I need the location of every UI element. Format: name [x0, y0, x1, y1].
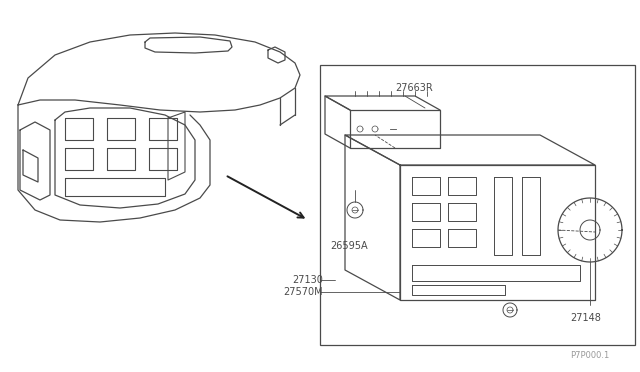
Text: P7P000.1: P7P000.1 — [570, 350, 609, 359]
Text: 26595A: 26595A — [330, 241, 367, 251]
Text: 27663R: 27663R — [395, 83, 433, 93]
Text: 27148: 27148 — [570, 313, 601, 323]
Text: 27570M: 27570M — [284, 287, 323, 297]
Bar — [320, 65, 635, 345]
Text: 27130: 27130 — [292, 275, 323, 285]
